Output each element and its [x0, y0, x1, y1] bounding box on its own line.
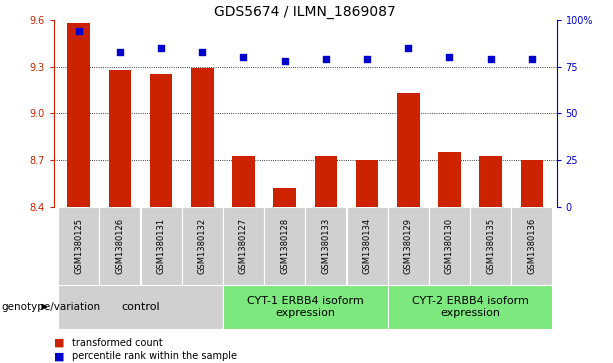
Text: percentile rank within the sample: percentile rank within the sample [72, 351, 237, 362]
Bar [397, 93, 420, 207]
Bar [140, 207, 181, 285]
Text: ■: ■ [54, 351, 64, 362]
Bar [273, 188, 296, 207]
Bar [58, 285, 223, 329]
Bar [150, 74, 172, 207]
Bar [99, 207, 140, 285]
Text: control: control [121, 302, 160, 312]
Text: CYT-2 ERBB4 isoform
expression: CYT-2 ERBB4 isoform expression [412, 296, 528, 318]
Point [115, 49, 125, 55]
Text: transformed count: transformed count [72, 338, 163, 348]
Bar [109, 70, 131, 207]
Text: GSM1380128: GSM1380128 [280, 218, 289, 274]
Point [485, 56, 495, 62]
Bar [314, 155, 337, 207]
Text: GSM1380130: GSM1380130 [445, 218, 454, 274]
Text: GSM1380133: GSM1380133 [321, 218, 330, 274]
Bar [387, 285, 552, 329]
Bar [223, 285, 387, 329]
Text: GSM1380131: GSM1380131 [156, 218, 166, 274]
Text: CYT-1 ERBB4 isoform
expression: CYT-1 ERBB4 isoform expression [247, 296, 364, 318]
Bar [305, 207, 346, 285]
Text: GSM1380136: GSM1380136 [527, 218, 536, 274]
Bar [356, 160, 378, 207]
Bar [429, 207, 470, 285]
Bar [181, 207, 223, 285]
Text: GSM1380129: GSM1380129 [404, 218, 413, 274]
Point [403, 45, 413, 51]
Point [238, 54, 248, 60]
Bar [438, 152, 461, 207]
Text: GSM1380125: GSM1380125 [74, 218, 83, 274]
Point [527, 56, 537, 62]
Point [156, 45, 166, 51]
Text: GSM1380134: GSM1380134 [362, 218, 371, 274]
Bar [387, 207, 429, 285]
Bar [191, 68, 213, 207]
Bar [232, 155, 255, 207]
Bar [470, 207, 511, 285]
Point [74, 28, 83, 34]
Point [444, 54, 454, 60]
Bar [520, 160, 543, 207]
Bar [479, 155, 502, 207]
Text: GSM1380132: GSM1380132 [198, 218, 207, 274]
Title: GDS5674 / ILMN_1869087: GDS5674 / ILMN_1869087 [215, 5, 396, 19]
Text: GSM1380127: GSM1380127 [239, 218, 248, 274]
Bar [346, 207, 387, 285]
Text: ■: ■ [54, 338, 64, 348]
Text: genotype/variation: genotype/variation [1, 302, 101, 312]
Bar [67, 23, 90, 207]
Text: GSM1380135: GSM1380135 [486, 218, 495, 274]
Text: GSM1380126: GSM1380126 [115, 218, 124, 274]
Bar [58, 207, 99, 285]
Point [280, 58, 289, 64]
Point [197, 49, 207, 55]
Bar [264, 207, 305, 285]
Bar [223, 207, 264, 285]
Bar [511, 207, 552, 285]
Point [321, 56, 331, 62]
Point [362, 56, 372, 62]
